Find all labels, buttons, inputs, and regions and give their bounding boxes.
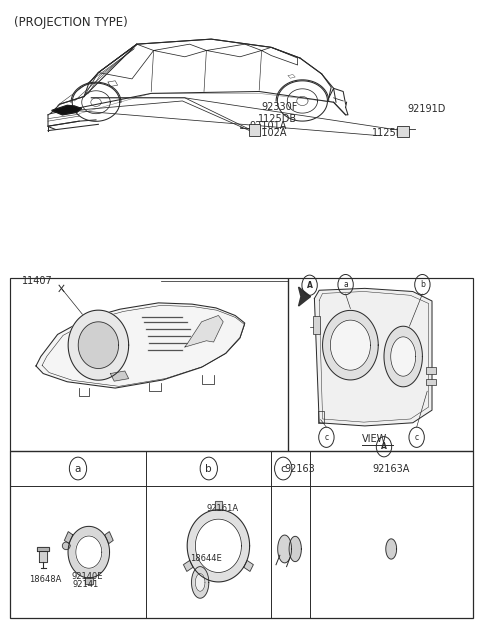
Text: 92163A: 92163A <box>372 464 410 473</box>
Text: 92140E: 92140E <box>71 572 103 581</box>
Text: 92161A: 92161A <box>206 504 239 513</box>
Polygon shape <box>195 574 205 591</box>
Polygon shape <box>195 519 241 572</box>
Polygon shape <box>187 510 250 582</box>
Text: a: a <box>75 464 81 473</box>
Text: 92163: 92163 <box>285 464 315 473</box>
Text: (PROJECTION TYPE): (PROJECTION TYPE) <box>14 16 128 29</box>
Polygon shape <box>105 532 113 544</box>
Bar <box>426 379 436 385</box>
Polygon shape <box>289 536 301 562</box>
Polygon shape <box>323 310 378 380</box>
Bar <box>313 316 320 334</box>
Polygon shape <box>278 535 291 563</box>
Polygon shape <box>192 567 209 598</box>
Text: 18644E: 18644E <box>191 555 222 563</box>
Text: b: b <box>420 280 425 289</box>
Text: a: a <box>343 280 348 289</box>
Text: 1125DB: 1125DB <box>258 114 297 124</box>
Text: 92101A: 92101A <box>250 121 287 131</box>
Text: 92191D: 92191D <box>407 103 445 114</box>
Bar <box>249 124 260 136</box>
Bar <box>10 278 288 451</box>
Polygon shape <box>314 288 432 426</box>
Text: 92141: 92141 <box>73 580 99 589</box>
Polygon shape <box>64 532 73 544</box>
Polygon shape <box>78 322 119 369</box>
Bar <box>318 411 324 423</box>
Polygon shape <box>183 560 193 572</box>
Text: c: c <box>324 433 328 442</box>
Polygon shape <box>52 105 82 115</box>
Polygon shape <box>68 526 109 578</box>
Polygon shape <box>299 287 311 306</box>
Text: 11407: 11407 <box>22 276 52 286</box>
Text: c: c <box>415 433 419 442</box>
Polygon shape <box>39 551 47 562</box>
Text: c: c <box>280 464 286 473</box>
Text: 92330F: 92330F <box>262 102 298 112</box>
Text: A: A <box>307 281 312 290</box>
Polygon shape <box>386 539 396 559</box>
Polygon shape <box>215 502 222 510</box>
Polygon shape <box>330 320 371 370</box>
Polygon shape <box>37 547 49 551</box>
Text: 92102A: 92102A <box>250 128 287 138</box>
Polygon shape <box>384 326 422 387</box>
Polygon shape <box>244 560 253 572</box>
Text: b: b <box>205 464 212 473</box>
Bar <box>426 367 436 374</box>
Polygon shape <box>85 578 93 584</box>
Bar <box>397 126 409 137</box>
Bar <box>288 278 473 451</box>
Polygon shape <box>68 310 129 380</box>
Polygon shape <box>36 303 245 388</box>
Text: 18648A: 18648A <box>29 575 61 584</box>
Text: 1125DB: 1125DB <box>372 127 411 138</box>
Bar <box>10 451 473 618</box>
Text: VIEW: VIEW <box>362 434 388 444</box>
Polygon shape <box>62 542 70 550</box>
Polygon shape <box>391 337 416 376</box>
Polygon shape <box>185 316 223 347</box>
Polygon shape <box>76 536 102 568</box>
Polygon shape <box>110 371 129 381</box>
Text: A: A <box>381 442 387 451</box>
